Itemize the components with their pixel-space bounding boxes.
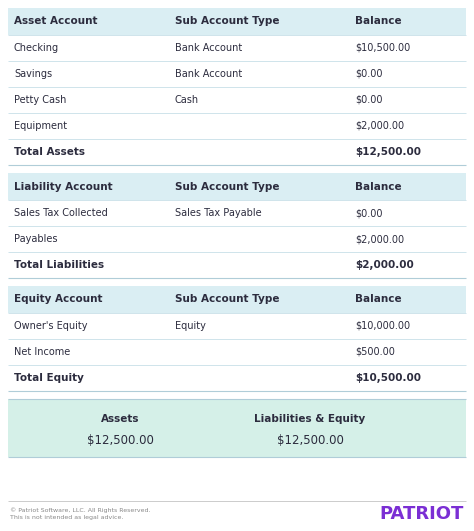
Bar xyxy=(8,313,466,339)
Text: Payables: Payables xyxy=(14,234,57,244)
Bar xyxy=(8,35,466,61)
Text: Sub Account Type: Sub Account Type xyxy=(175,295,280,304)
Text: $10,000.00: $10,000.00 xyxy=(355,321,410,331)
Text: Liabilities & Equity: Liabilities & Equity xyxy=(255,414,365,424)
Text: $0.00: $0.00 xyxy=(355,95,383,105)
Text: Owner's Equity: Owner's Equity xyxy=(14,321,88,331)
Text: $500.00: $500.00 xyxy=(355,347,395,357)
Text: Cash: Cash xyxy=(175,95,199,105)
Bar xyxy=(8,8,466,35)
Text: Equipment: Equipment xyxy=(14,121,67,131)
Bar xyxy=(8,173,466,200)
Text: $2,000.00: $2,000.00 xyxy=(355,234,404,244)
Text: Savings: Savings xyxy=(14,69,52,79)
Text: Total Equity: Total Equity xyxy=(14,373,84,383)
Text: Total Liabilities: Total Liabilities xyxy=(14,260,104,270)
Text: $0.00: $0.00 xyxy=(355,208,383,218)
Text: Balance: Balance xyxy=(355,182,401,192)
Text: Equity: Equity xyxy=(175,321,206,331)
Text: Balance: Balance xyxy=(355,16,401,27)
Bar xyxy=(8,339,466,365)
Text: $12,500.00: $12,500.00 xyxy=(276,434,344,447)
Text: Total Assets: Total Assets xyxy=(14,147,85,157)
Text: Sub Account Type: Sub Account Type xyxy=(175,182,280,192)
Text: Equity Account: Equity Account xyxy=(14,295,102,304)
Text: Net Income: Net Income xyxy=(14,347,70,357)
Text: $0.00: $0.00 xyxy=(355,69,383,79)
Text: Bank Account: Bank Account xyxy=(175,69,242,79)
Text: $2,000.00: $2,000.00 xyxy=(355,121,404,131)
Text: Sub Account Type: Sub Account Type xyxy=(175,16,280,27)
Text: Asset Account: Asset Account xyxy=(14,16,98,27)
Bar xyxy=(8,365,466,391)
Bar xyxy=(8,200,466,226)
Bar xyxy=(8,252,466,278)
Text: Balance: Balance xyxy=(355,295,401,304)
Text: Bank Account: Bank Account xyxy=(175,43,242,53)
Text: $10,500.00: $10,500.00 xyxy=(355,43,410,53)
Bar xyxy=(8,399,466,457)
Bar xyxy=(8,61,466,87)
Text: $12,500.00: $12,500.00 xyxy=(355,147,421,157)
Bar xyxy=(8,139,466,165)
Text: Liability Account: Liability Account xyxy=(14,182,113,192)
Text: Assets: Assets xyxy=(101,414,139,424)
Bar xyxy=(8,286,466,313)
Text: $2,000.00: $2,000.00 xyxy=(355,260,414,270)
Text: © Patriot Software, LLC. All Rights Reserved.: © Patriot Software, LLC. All Rights Rese… xyxy=(10,507,151,513)
Text: $12,500.00: $12,500.00 xyxy=(87,434,154,447)
Text: Checking: Checking xyxy=(14,43,59,53)
Text: $10,500.00: $10,500.00 xyxy=(355,373,421,383)
Text: This is not intended as legal advice.: This is not intended as legal advice. xyxy=(10,516,123,520)
Bar xyxy=(8,113,466,139)
Text: Sales Tax Payable: Sales Tax Payable xyxy=(175,208,262,218)
Text: Petty Cash: Petty Cash xyxy=(14,95,66,105)
Text: PATRIOT: PATRIOT xyxy=(380,505,464,523)
Bar xyxy=(8,87,466,113)
Text: Sales Tax Collected: Sales Tax Collected xyxy=(14,208,108,218)
Bar xyxy=(8,226,466,252)
